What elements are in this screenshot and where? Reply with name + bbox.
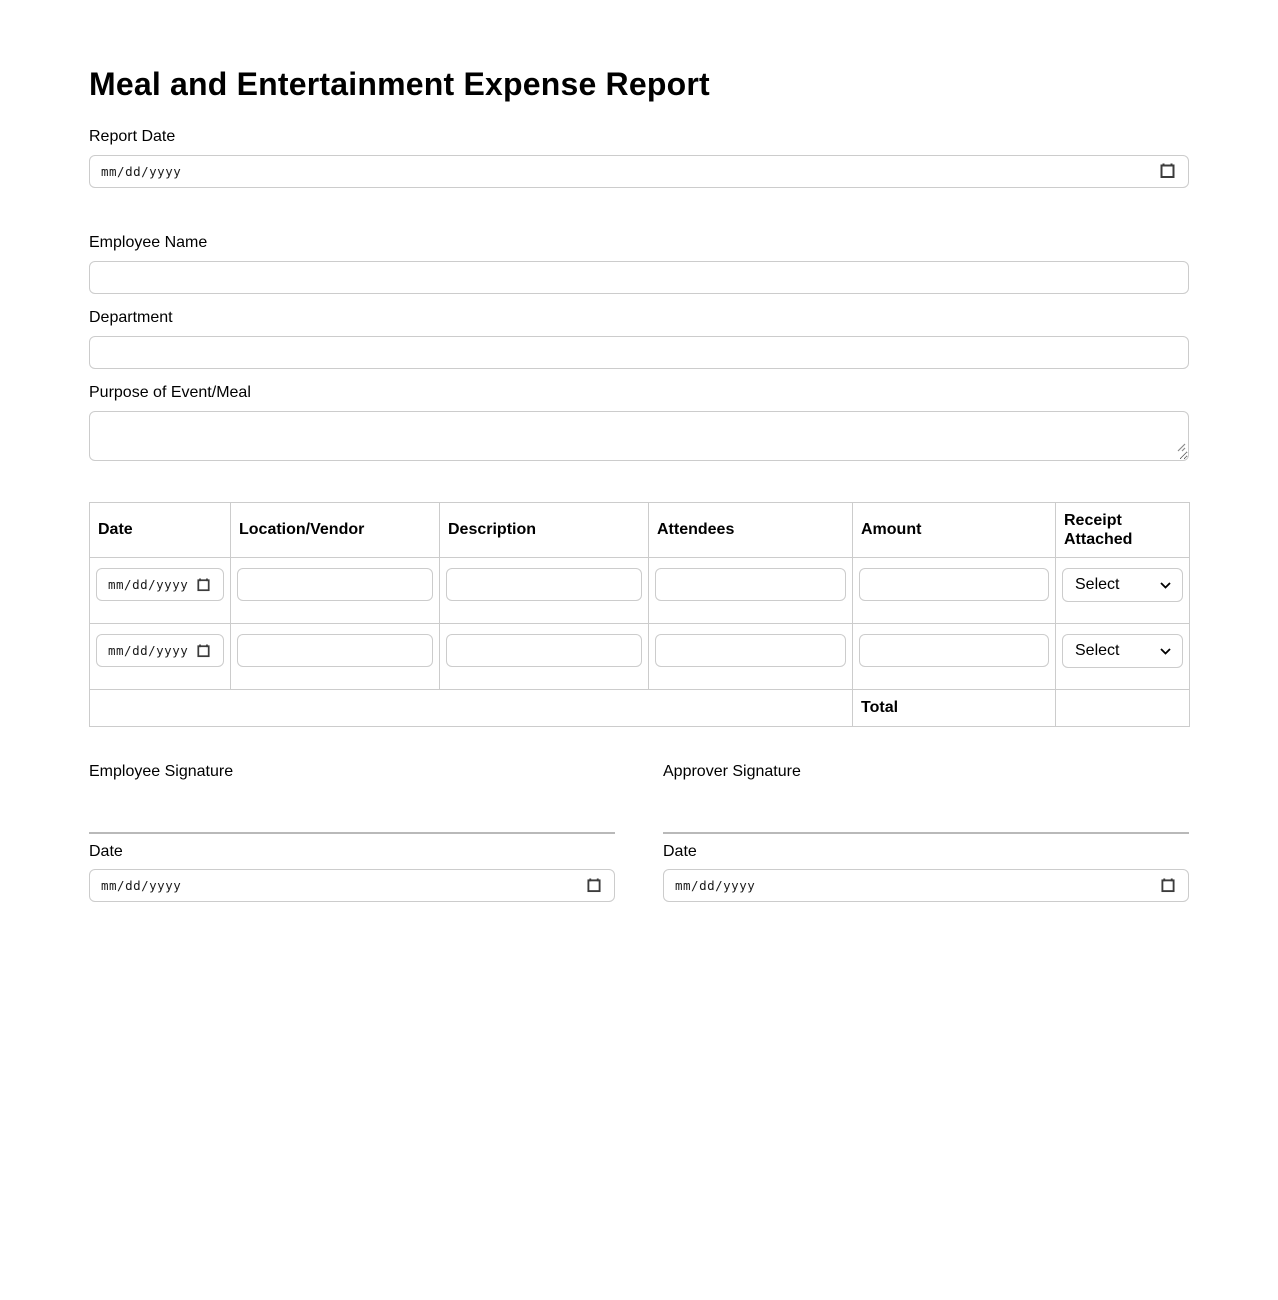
col-header-amount: Amount (852, 501, 1056, 558)
date-placeholder: mm/dd/yyyy (108, 577, 189, 593)
approver-signature-line (663, 831, 1189, 834)
employee-signature-block: Employee Signature Date mm/dd/yyyy (89, 762, 615, 902)
date-placeholder: mm/dd/yyyy (101, 877, 182, 893)
purpose-label: Purpose of Event/Meal (89, 383, 251, 401)
total-spacer-cell (89, 688, 853, 727)
approver-date-input[interactable]: mm/dd/yyyy (663, 868, 1189, 902)
col-header-receipt: Receipt Attached (1055, 501, 1190, 558)
row-amount-input[interactable] (859, 634, 1049, 668)
purpose-textarea[interactable] (89, 410, 1189, 461)
total-row: Total (89, 688, 1190, 727)
signature-section: Employee Signature Date mm/dd/yyyy Appro… (89, 762, 1189, 902)
date-placeholder: mm/dd/yyyy (675, 877, 756, 893)
row-attendees-input[interactable] (655, 634, 846, 668)
col-header-date: Date (89, 501, 231, 558)
table-row: mm/dd/yyyy Select (89, 556, 1190, 624)
department-input[interactable] (89, 335, 1189, 369)
row-description-input[interactable] (446, 634, 642, 668)
row-attendees-input[interactable] (655, 568, 846, 602)
total-value-cell (1055, 688, 1190, 727)
report-date-group: Report Date mm/dd/yyyy (89, 127, 1189, 188)
approver-signature-block: Approver Signature Date mm/dd/yyyy (663, 762, 1189, 902)
employee-name-group: Employee Name (89, 233, 1189, 294)
row-location-input[interactable] (237, 634, 433, 668)
employee-date-input[interactable]: mm/dd/yyyy (89, 868, 615, 902)
employee-signature-line (89, 831, 615, 834)
table-row: mm/dd/yyyy Select (89, 622, 1190, 690)
department-group: Department (89, 308, 1189, 369)
select-value: Select (1075, 575, 1120, 593)
calendar-icon[interactable] (1160, 163, 1175, 179)
row-date-input[interactable]: mm/dd/yyyy (96, 634, 224, 668)
report-date-input[interactable]: mm/dd/yyyy (89, 154, 1189, 188)
calendar-icon[interactable] (1161, 878, 1175, 893)
total-label: Total (852, 688, 1056, 727)
employee-name-label: Employee Name (89, 233, 208, 251)
expense-table: Date Location/Vendor Description Attende… (89, 501, 1190, 727)
col-header-description: Description (439, 501, 649, 558)
report-date-label: Report Date (89, 127, 176, 145)
approver-date-label: Date (663, 842, 697, 860)
date-placeholder: mm/dd/yyyy (101, 163, 182, 179)
receipt-attached-select[interactable]: Select (1062, 633, 1183, 668)
page-title: Meal and Entertainment Expense Report (89, 66, 710, 102)
select-value: Select (1075, 641, 1120, 659)
chevron-down-icon (1160, 642, 1171, 660)
calendar-icon[interactable] (197, 644, 210, 658)
calendar-icon[interactable] (587, 878, 601, 893)
receipt-attached-select[interactable]: Select (1062, 567, 1183, 602)
row-date-input[interactable]: mm/dd/yyyy (96, 568, 224, 602)
expense-report-page: Meal and Entertainment Expense Report Re… (89, 66, 1190, 902)
employee-date-label: Date (89, 842, 123, 860)
col-header-attendees: Attendees (648, 501, 853, 558)
approver-signature-label: Approver Signature (663, 762, 801, 780)
col-header-location: Location/Vendor (230, 501, 440, 558)
row-location-input[interactable] (237, 568, 433, 602)
purpose-group: Purpose of Event/Meal (89, 383, 1189, 461)
chevron-down-icon (1160, 576, 1171, 594)
employee-name-input[interactable] (89, 260, 1189, 294)
department-label: Department (89, 308, 173, 326)
row-description-input[interactable] (446, 568, 642, 602)
row-amount-input[interactable] (859, 568, 1049, 602)
employee-signature-label: Employee Signature (89, 762, 234, 780)
calendar-icon[interactable] (197, 578, 210, 592)
date-placeholder: mm/dd/yyyy (108, 643, 189, 659)
expense-table-header-row: Date Location/Vendor Description Attende… (89, 501, 1190, 558)
